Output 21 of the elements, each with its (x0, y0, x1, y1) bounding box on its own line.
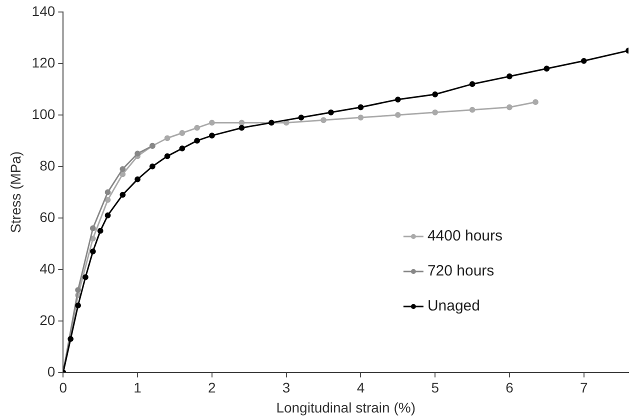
x-tick-label: 5 (431, 380, 440, 396)
y-axis-title: Stress (MPa) (7, 151, 24, 234)
y-tick-label: 80 (40, 157, 56, 174)
x-tick-label: 2 (208, 380, 216, 396)
y-tick-label: 120 (32, 54, 56, 70)
x-axis-title: Longitudinal strain (%) (276, 399, 416, 416)
y-tick-label: 40 (40, 260, 56, 276)
x-tick-label: 3 (282, 380, 290, 396)
y-tick-label: 100 (32, 106, 56, 122)
y-tick-label: 60 (40, 208, 56, 225)
legend-label: 4400 hours (427, 228, 503, 245)
x-tick-label: 7 (580, 380, 588, 396)
x-tick-label: 6 (506, 380, 514, 396)
x-tick-label: 0 (59, 380, 68, 396)
y-tick-label: 0 (47, 363, 56, 380)
legend-label: Unaged (427, 298, 480, 315)
y-tick-label: 20 (40, 312, 56, 328)
x-tick-label: 1 (134, 380, 142, 396)
x-tick-label: 4 (356, 380, 365, 396)
y-tick-label: 140 (32, 2, 56, 19)
legend-label: 720 hours (427, 262, 494, 280)
